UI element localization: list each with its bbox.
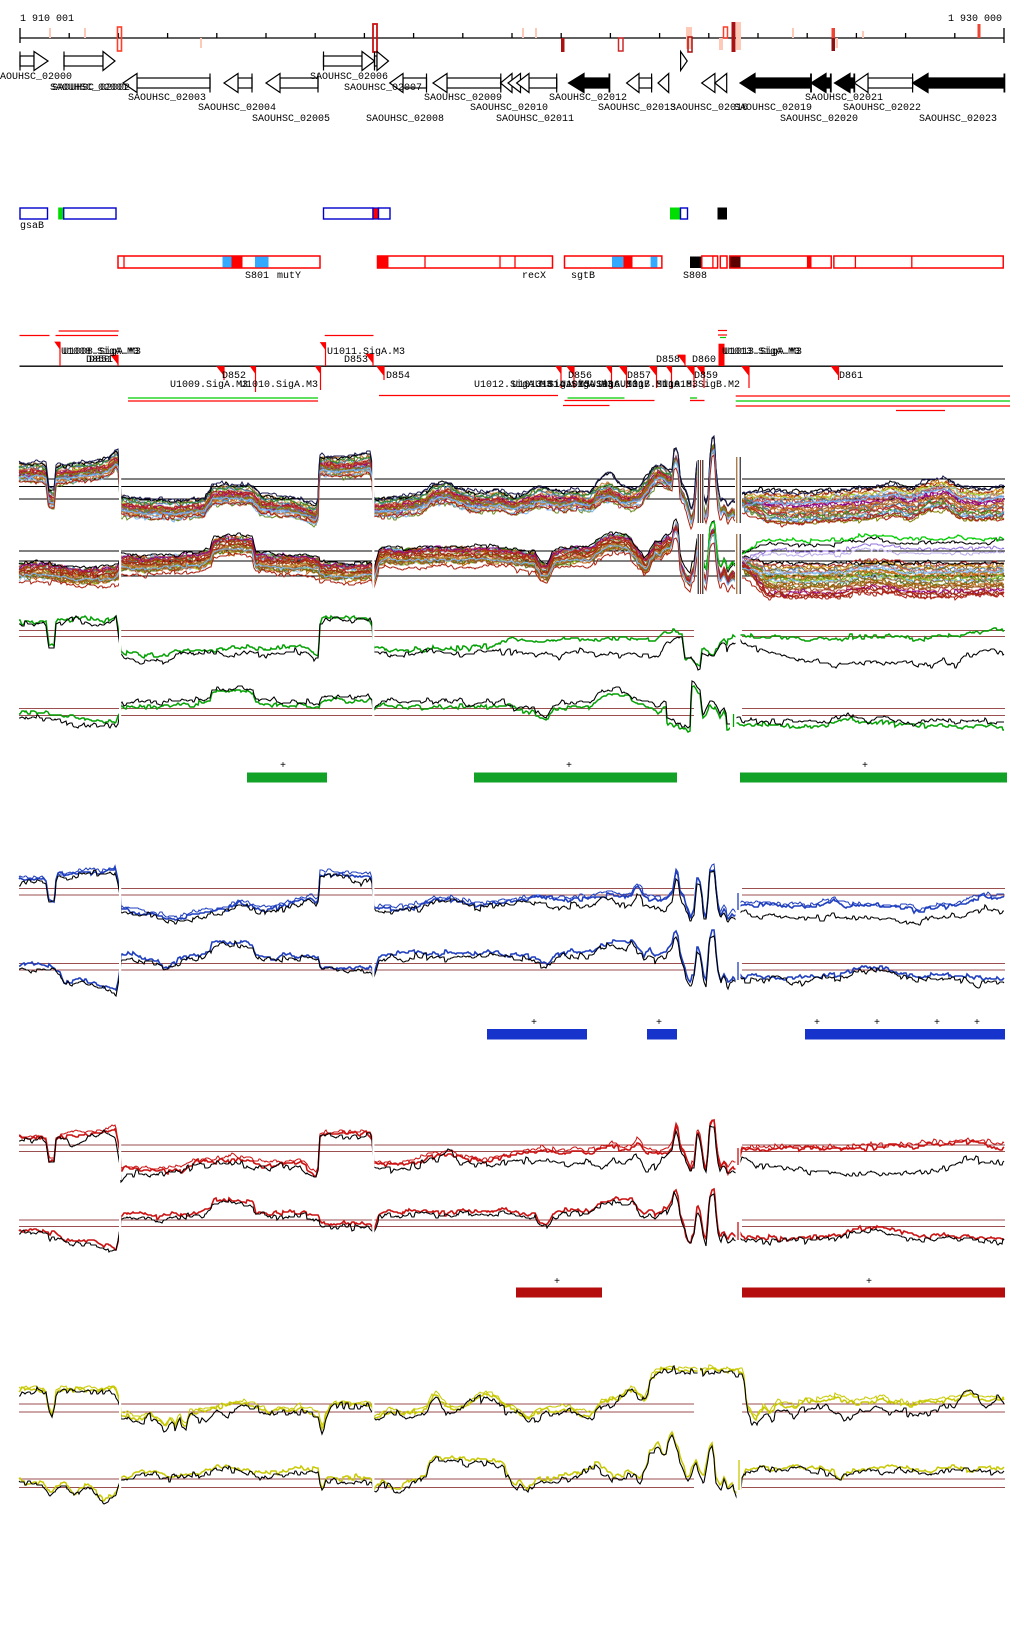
svg-text:D859: D859 xyxy=(694,371,718,382)
svg-text:+: + xyxy=(531,1018,537,1029)
svg-text:U1016.SigB.M1: U1016.SigB.M1 xyxy=(590,379,668,391)
svg-text:D854: D854 xyxy=(386,371,410,382)
svg-text:+: + xyxy=(974,1018,980,1029)
svg-text:mutY: mutY xyxy=(277,271,301,282)
svg-text:SAOUHSC_02016: SAOUHSC_02016 xyxy=(670,103,748,114)
svg-text:D856: D856 xyxy=(568,371,592,382)
svg-text:SAOUHSC_02011: SAOUHSC_02011 xyxy=(496,114,574,125)
svg-text:SAOUHSC_02003: SAOUHSC_02003 xyxy=(128,93,206,104)
svg-text:U1009.SigA.M3: U1009.SigA.M3 xyxy=(170,379,248,391)
svg-text:D857: D857 xyxy=(627,371,651,382)
svg-text:SAOUHSC_02021: SAOUHSC_02021 xyxy=(805,93,883,104)
svg-text:+: + xyxy=(554,1277,560,1288)
svg-text:SAOUHSC_02013: SAOUHSC_02013 xyxy=(598,103,676,114)
svg-text:U1018.SigB.M2: U1018.SigB.M2 xyxy=(662,379,740,391)
svg-text:+: + xyxy=(566,761,572,772)
svg-text:U1017.SigA.M3: U1017.SigA.M3 xyxy=(620,379,698,391)
svg-text:D850: D850 xyxy=(86,355,110,366)
svg-text:U1015.SigA.M3: U1015.SigA.M3 xyxy=(560,379,638,391)
svg-text:S808: S808 xyxy=(683,271,707,282)
svg-text:SAOUHSC_02009: SAOUHSC_02009 xyxy=(424,93,502,104)
svg-text:+: + xyxy=(866,1277,872,1288)
svg-text:+: + xyxy=(862,761,868,772)
svg-text:SAOUHSC_02001: SAOUHSC_02001 xyxy=(50,83,128,94)
svg-text:U1014.SigA.M3: U1014.SigA.M3 xyxy=(535,379,613,391)
svg-text:+: + xyxy=(934,1018,940,1029)
svg-text:SAOUHSC_02006: SAOUHSC_02006 xyxy=(310,72,388,83)
svg-text:U1013.SigA.M3: U1013.SigA.M3 xyxy=(724,346,802,358)
svg-text:SAOUHSC_02007: SAOUHSC_02007 xyxy=(344,83,422,94)
svg-text:SAOUHSC_02023: SAOUHSC_02023 xyxy=(919,114,997,125)
svg-text:D858: D858 xyxy=(656,355,680,366)
svg-text:+: + xyxy=(874,1018,880,1029)
svg-text:SAOUHSC_02022: SAOUHSC_02022 xyxy=(843,103,921,114)
svg-text:SAOUHSC_02004: SAOUHSC_02004 xyxy=(198,103,276,114)
svg-text:U1010.SigA.M3: U1010.SigA.M3 xyxy=(240,379,318,391)
svg-text:recX: recX xyxy=(522,271,546,282)
svg-text:SAOUHSC_02020: SAOUHSC_02020 xyxy=(780,114,858,125)
svg-text:D851: D851 xyxy=(89,355,113,366)
svg-text:S801: S801 xyxy=(245,271,269,282)
svg-text:SAOUHSC_02008: SAOUHSC_02008 xyxy=(366,114,444,125)
svg-text:SAOUHSC_02010: SAOUHSC_02010 xyxy=(470,103,548,114)
svg-text:SAOUHSC_02005: SAOUHSC_02005 xyxy=(252,114,330,125)
svg-text:U1011.SigA.M3: U1011.SigA.M3 xyxy=(327,346,405,358)
svg-text:U1008.SigA.M3: U1008.SigA.M3 xyxy=(61,346,139,358)
svg-text:SAOUHSC_02012: SAOUHSC_02012 xyxy=(549,93,627,104)
svg-text:1 910 001: 1 910 001 xyxy=(20,14,74,25)
svg-text:U1013.SigA.M3: U1013.SigA.M3 xyxy=(512,379,590,391)
svg-text:SAOUHSC_02019: SAOUHSC_02019 xyxy=(734,103,812,114)
svg-text:SAOUHSC_02000: SAOUHSC_02000 xyxy=(0,72,72,83)
svg-text:+: + xyxy=(280,761,286,772)
svg-text:U1012.SigA.M3: U1012.SigA.M3 xyxy=(474,379,552,391)
svg-text:gsaB: gsaB xyxy=(20,221,44,232)
svg-text:1 930 000: 1 930 000 xyxy=(948,14,1002,25)
svg-text:D861: D861 xyxy=(839,371,863,382)
svg-text:U1013.SigA.M3: U1013.SigA.M3 xyxy=(722,346,800,358)
svg-text:D853: D853 xyxy=(344,355,368,366)
svg-text:+: + xyxy=(814,1018,820,1029)
svg-text:sgtB: sgtB xyxy=(571,271,595,282)
svg-text:SAOUHSC_02002: SAOUHSC_02002 xyxy=(52,83,130,94)
svg-text:U1008.SigA.M3: U1008.SigA.M3 xyxy=(63,346,141,358)
svg-text:+: + xyxy=(656,1018,662,1029)
svg-text:D860: D860 xyxy=(692,355,716,366)
svg-text:D852: D852 xyxy=(222,371,246,382)
